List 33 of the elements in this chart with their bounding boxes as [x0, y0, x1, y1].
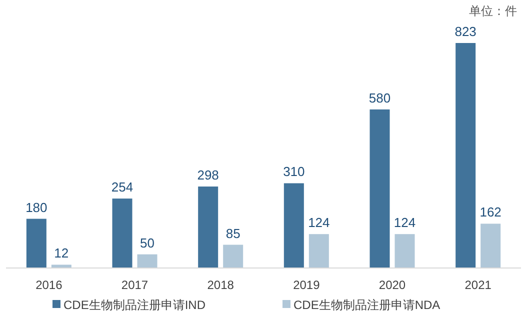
bar — [480, 224, 501, 268]
x-tick-label: 2020 — [378, 278, 406, 292]
text: 单位：件 — [469, 4, 517, 18]
data-label: 85 — [226, 226, 240, 241]
legend-label: CDE生物制品注册申请IND — [64, 298, 206, 312]
bar — [370, 109, 390, 268]
data-label: 580 — [368, 90, 391, 106]
bar — [456, 43, 476, 268]
x-tick-label: 2019 — [293, 278, 320, 292]
bar — [394, 234, 415, 268]
data-label: 124 — [394, 215, 416, 230]
bar — [198, 186, 218, 268]
data-label: 12 — [54, 246, 69, 261]
bar — [51, 264, 72, 268]
bar — [26, 218, 46, 268]
data-label: 124 — [308, 215, 330, 230]
legend-label: CDE生物制品注册申请NDA — [294, 298, 440, 312]
data-label: 310 — [283, 164, 305, 180]
bar — [284, 183, 304, 268]
data-label: 823 — [454, 24, 476, 39]
x-tick-label: 2016 — [36, 278, 63, 292]
data-label: 254 — [111, 180, 134, 195]
bar — [223, 244, 244, 268]
x-tick-label: 2017 — [121, 278, 148, 292]
x-tick-label: 2021 — [464, 278, 492, 292]
bar — [112, 198, 132, 268]
data-label: 162 — [480, 204, 502, 220]
data-label: 298 — [197, 168, 219, 183]
data-label: 180 — [26, 200, 48, 215]
x-tick-label: 2018 — [207, 278, 234, 292]
bar — [137, 254, 158, 268]
bar — [308, 234, 329, 268]
data-label: 50 — [140, 235, 154, 250]
